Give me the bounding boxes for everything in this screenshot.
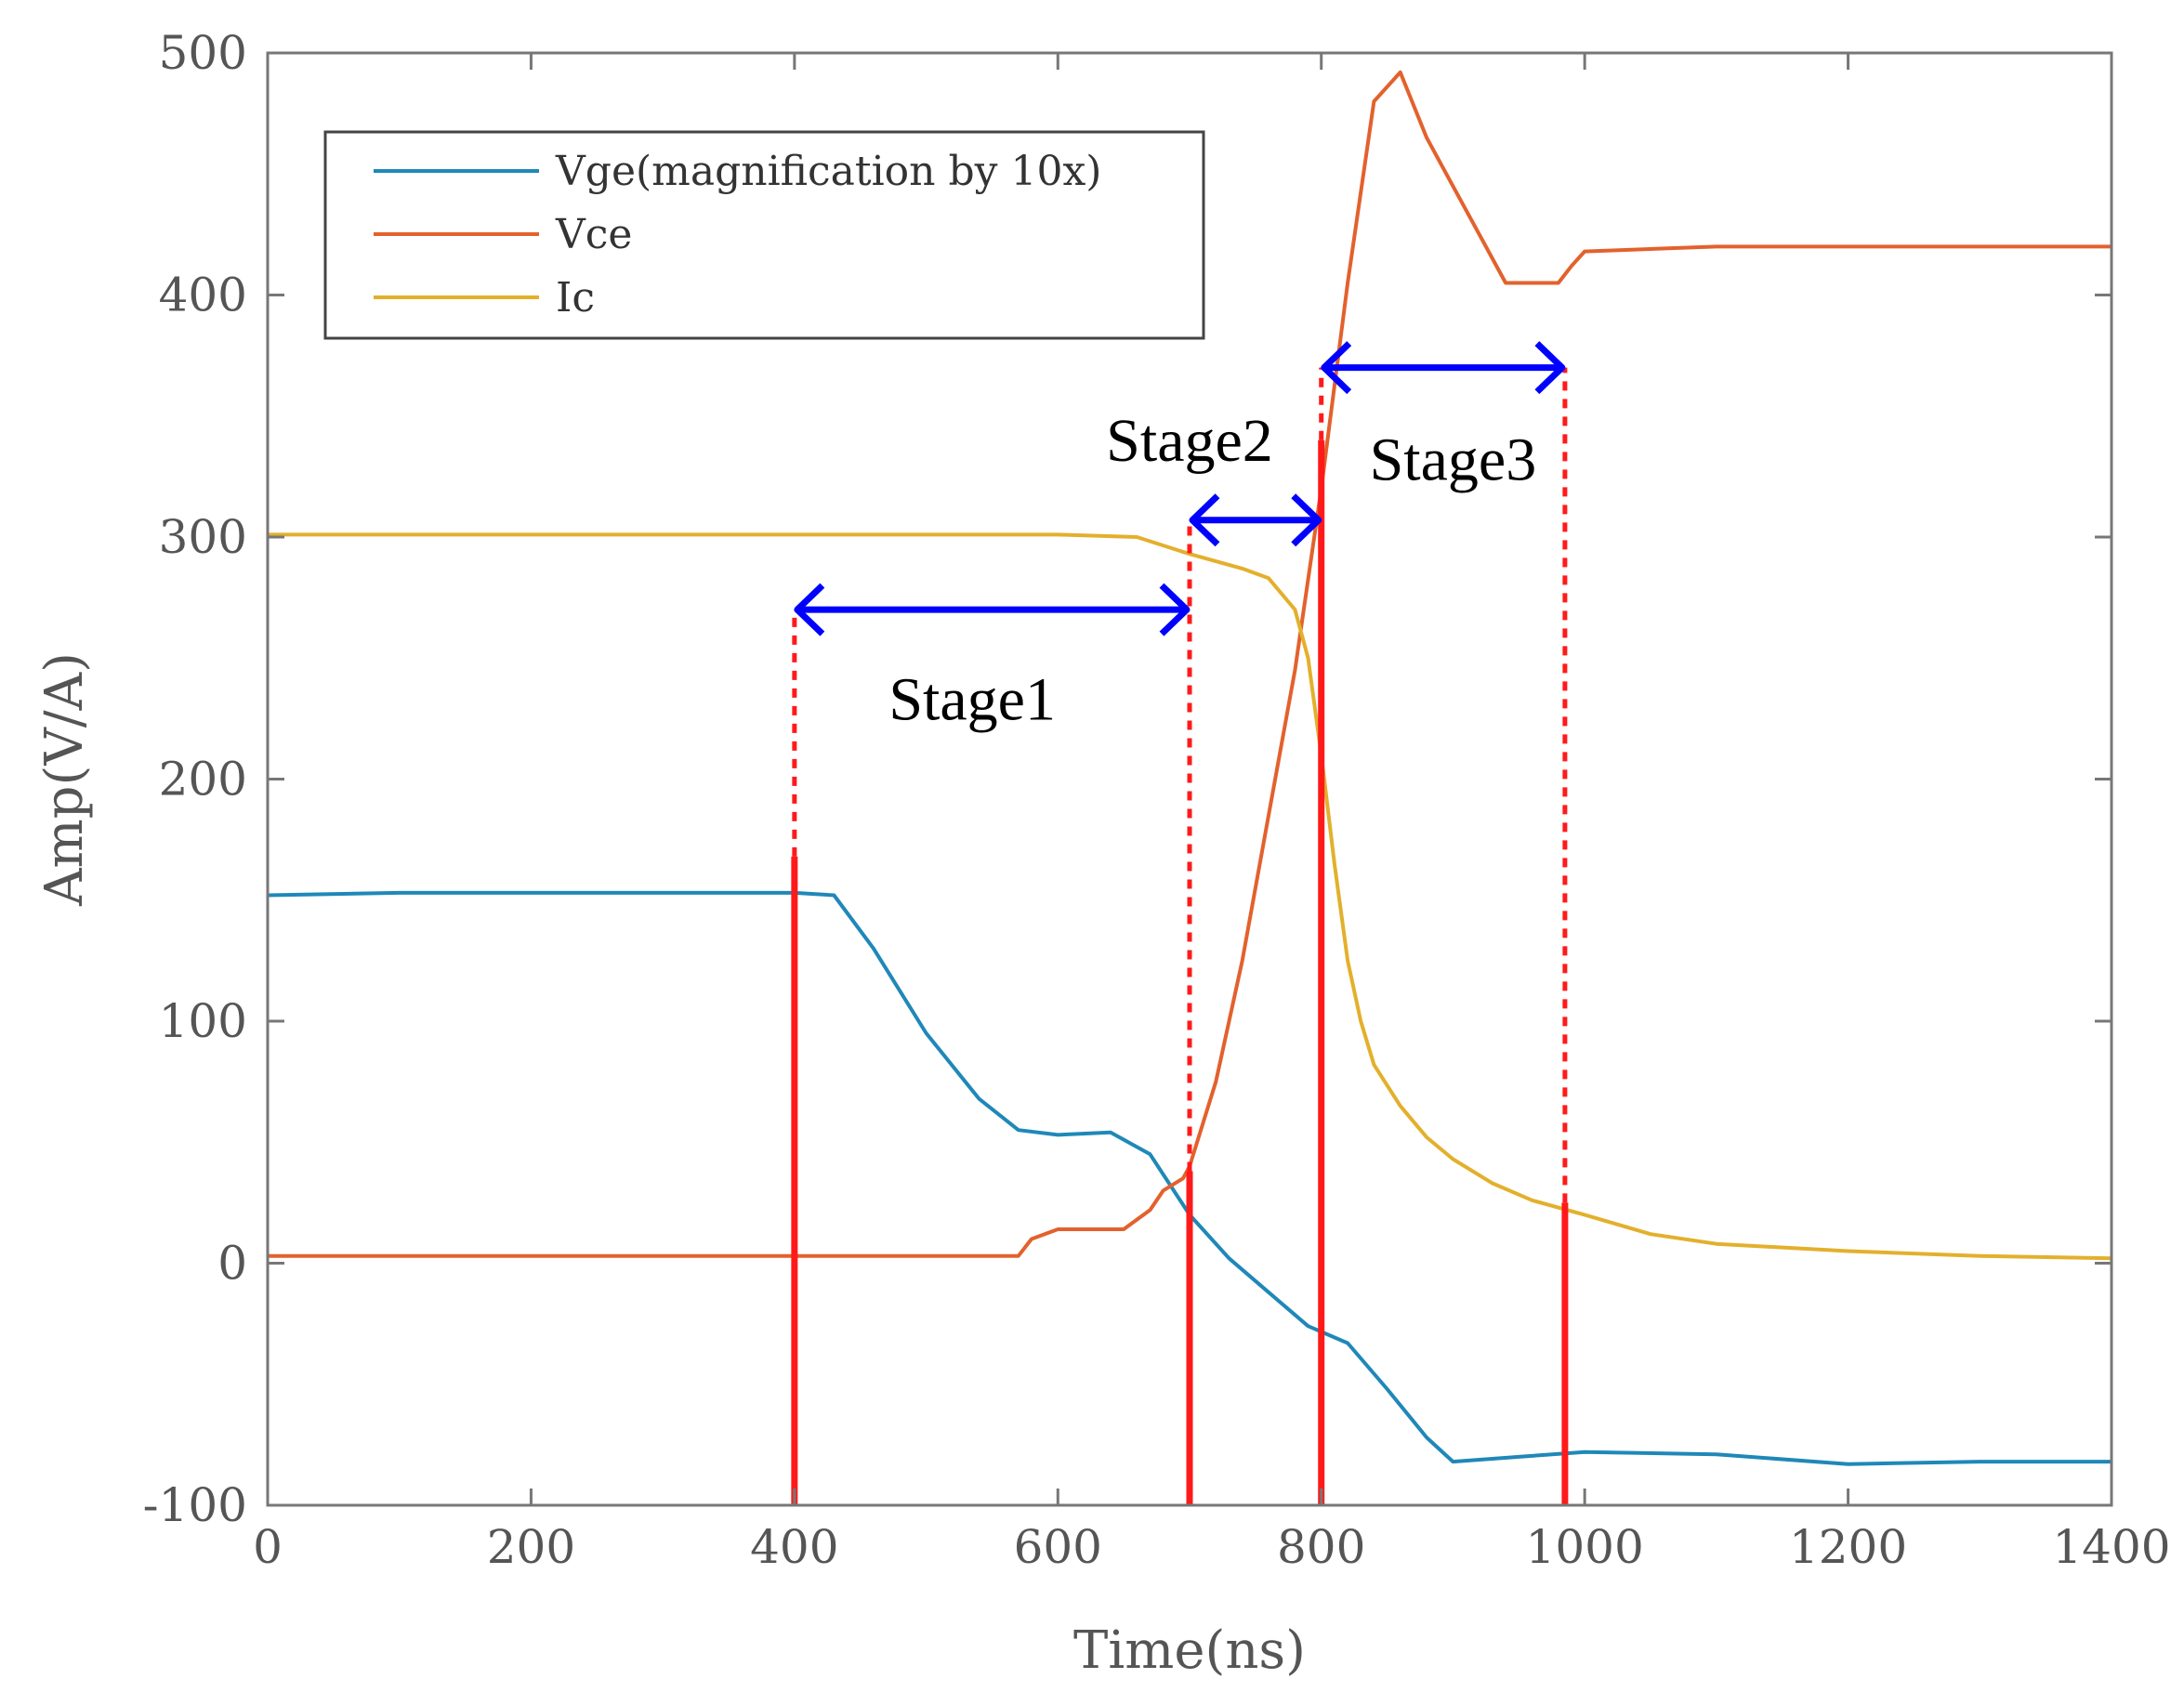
x-axis-title: Time(ns) [1073, 1620, 1306, 1681]
x-tick-label: 1200 [1789, 1520, 1907, 1574]
y-tick-label: 300 [159, 510, 247, 564]
legend-label: Ic [556, 274, 595, 321]
x-tick-label: 600 [1014, 1520, 1102, 1574]
series-line-ic [268, 532, 2112, 1261]
stage-arrow-head-right [1159, 583, 1191, 636]
x-tick-label: 0 [253, 1520, 283, 1574]
y-tick-label: 0 [217, 1237, 247, 1291]
legend-label: Vge(magnification by 10x) [555, 148, 1101, 195]
stage-arrow-head-right [1291, 493, 1322, 547]
y-tick-label: 200 [159, 753, 247, 807]
annotation-layer: Stage1 Stage2 Stage3 [794, 341, 1566, 734]
x-tick-label: 1400 [2052, 1520, 2170, 1574]
x-tick-label: 400 [750, 1520, 838, 1574]
stage-arrow-head-left [794, 583, 825, 636]
y-tick-label: 500 [159, 26, 247, 80]
stage-arrow-head-left [1189, 493, 1220, 547]
x-tick-label: 800 [1277, 1520, 1365, 1574]
stage-label: Stage1 [888, 666, 1056, 734]
y-tick-label: -100 [143, 1478, 247, 1532]
legend-label: Vce [555, 211, 632, 258]
stage-label: Stage2 [1106, 407, 1273, 475]
y-tick-label: 400 [159, 269, 247, 322]
y-axis-title: Amp(V/A) [34, 652, 95, 907]
legend: Vge(magnification by 10x) Vce Ic [323, 130, 1205, 340]
stage-annotation-stage3: Stage3 [1321, 341, 1566, 494]
stage-annotation-stage1: Stage1 [794, 583, 1191, 734]
series-line-vce [268, 70, 2112, 1258]
stage-label: Stage3 [1370, 426, 1537, 494]
stage-arrow-head-right [1534, 341, 1566, 395]
stage-annotation-stage2: Stage2 [1106, 407, 1322, 547]
axes-layer: 0 200 400 600 800 1000 1200 1400-10001002003004… [34, 26, 2171, 1681]
x-tick-label: 1000 [1526, 1520, 1644, 1574]
stage-arrow-head-left [1321, 341, 1352, 395]
x-tick-label: 200 [487, 1520, 575, 1574]
y-tick-label: 100 [159, 994, 247, 1048]
marker-layer [791, 367, 1569, 1505]
